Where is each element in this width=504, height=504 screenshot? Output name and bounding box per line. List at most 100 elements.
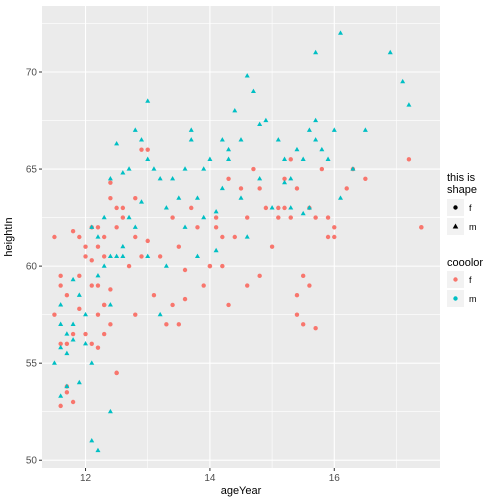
point-m <box>338 195 343 200</box>
point-m <box>64 350 70 356</box>
point-m <box>70 337 76 342</box>
point-f <box>101 254 107 259</box>
point-m <box>188 137 194 142</box>
point-f <box>52 312 57 317</box>
point-m <box>151 166 157 171</box>
y-tick-label: 65 <box>26 165 38 176</box>
point-m <box>120 253 126 259</box>
point-f <box>164 322 169 327</box>
point-f <box>344 186 349 191</box>
point-m <box>350 166 356 171</box>
point-f <box>288 157 293 162</box>
point-f <box>257 273 262 279</box>
point-f <box>263 205 269 211</box>
legend-color-key-f-icon <box>453 277 458 282</box>
point-f <box>114 205 119 211</box>
point-f <box>64 293 70 298</box>
point-m <box>194 195 200 200</box>
point-m <box>300 156 306 161</box>
point-f <box>145 147 150 152</box>
point-m <box>157 175 163 181</box>
legend-color-title: cooolor <box>447 257 483 269</box>
point-m <box>201 214 207 220</box>
point-m <box>201 166 207 171</box>
point-m <box>107 408 113 414</box>
point-f <box>213 215 219 220</box>
point-m <box>238 195 244 200</box>
point-m <box>114 253 120 259</box>
point-f <box>226 302 231 308</box>
point-f <box>145 238 150 244</box>
point-m <box>139 137 144 142</box>
point-m <box>145 156 151 161</box>
point-f <box>101 302 107 308</box>
point-m <box>70 276 76 282</box>
y-axis-ticks: 50 55 60 65 70 <box>26 68 42 467</box>
point-m <box>145 98 151 103</box>
minor-gridlines <box>42 6 440 468</box>
plot-panel <box>42 6 440 468</box>
point-f <box>89 341 94 346</box>
point-m <box>157 311 163 317</box>
point-f <box>101 234 107 240</box>
point-f <box>176 244 182 249</box>
point-f <box>363 176 368 181</box>
legend-shape: this is shape f m <box>447 172 477 235</box>
point-f <box>257 186 262 191</box>
point-m <box>101 214 107 220</box>
point-m <box>257 175 263 181</box>
point-m <box>300 210 306 216</box>
point-m <box>107 175 113 181</box>
data-points <box>51 30 424 453</box>
point-f <box>220 234 225 240</box>
point-m <box>64 331 70 336</box>
point-f <box>300 273 306 279</box>
point-f <box>294 293 300 298</box>
point-m <box>163 205 169 210</box>
point-f <box>294 186 300 191</box>
point-m <box>170 175 176 181</box>
point-m <box>132 127 138 132</box>
point-f <box>133 234 138 240</box>
point-f <box>207 263 213 269</box>
point-m <box>120 170 126 175</box>
point-m <box>338 30 343 35</box>
point-f <box>95 345 101 350</box>
point-m <box>319 146 325 152</box>
point-m <box>132 224 138 229</box>
point-f <box>95 312 101 317</box>
point-f <box>133 195 138 201</box>
point-m <box>58 344 64 350</box>
point-f <box>157 254 163 259</box>
point-m <box>387 49 393 55</box>
point-m <box>306 127 312 132</box>
point-m <box>325 156 331 161</box>
point-m <box>83 311 89 317</box>
point-f <box>120 215 126 220</box>
point-f <box>182 267 188 273</box>
legend-shape-title-line2: shape <box>447 184 477 196</box>
point-f <box>220 263 225 269</box>
point-f <box>139 254 144 259</box>
point-m <box>306 205 312 210</box>
point-f <box>58 273 63 279</box>
point-f <box>276 215 281 220</box>
point-f <box>133 312 138 317</box>
x-axis-title: ageYear <box>221 485 262 497</box>
point-f <box>319 166 325 172</box>
point-m <box>76 379 82 385</box>
point-f <box>195 225 200 230</box>
point-f <box>238 186 244 191</box>
point-f <box>83 331 88 337</box>
point-f <box>313 326 318 331</box>
point-f <box>95 244 101 249</box>
point-f <box>108 180 113 185</box>
point-f <box>77 306 82 312</box>
point-f <box>58 283 63 288</box>
point-m <box>139 199 144 204</box>
point-f <box>294 312 300 317</box>
point-m <box>95 447 101 453</box>
point-f <box>52 234 57 240</box>
point-m <box>120 243 126 249</box>
point-f <box>182 296 188 302</box>
